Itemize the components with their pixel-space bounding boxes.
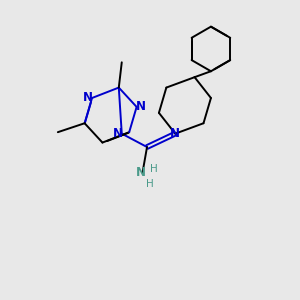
Text: H: H: [146, 179, 154, 189]
Text: N: N: [113, 127, 123, 140]
Text: N: N: [136, 100, 146, 113]
Text: H: H: [150, 164, 158, 174]
Text: N: N: [82, 92, 93, 104]
Text: N: N: [136, 166, 146, 179]
Text: N: N: [170, 127, 180, 140]
